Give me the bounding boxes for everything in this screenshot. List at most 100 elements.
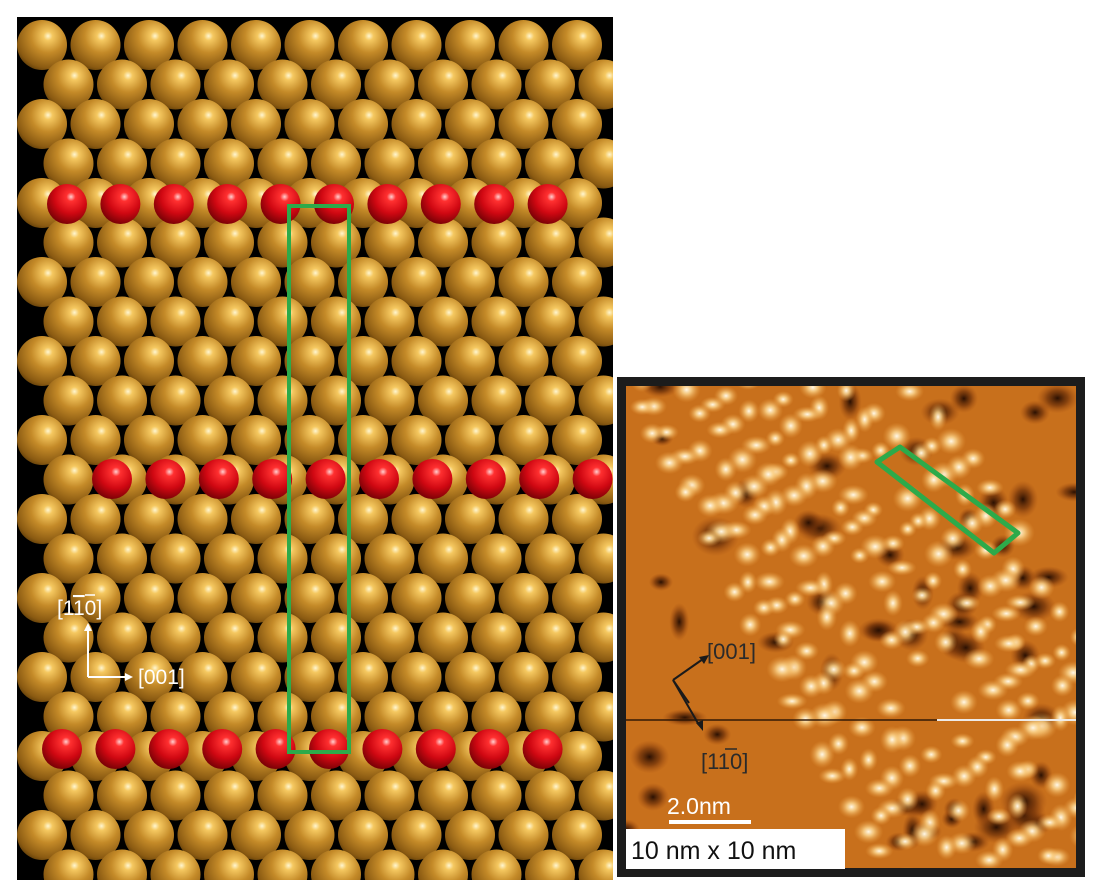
stm-bright-spot	[809, 741, 835, 769]
stm-bright-spot	[1037, 847, 1060, 865]
stm-dark-spot	[1037, 383, 1078, 413]
adatom	[100, 184, 140, 224]
stm-bright-spot	[924, 571, 942, 590]
adatom	[202, 729, 242, 769]
adatom	[421, 184, 461, 224]
stm-bright-spot	[797, 440, 823, 467]
adatom	[528, 184, 568, 224]
stm-bright-spot	[994, 635, 1024, 653]
stm-bright-spot	[838, 795, 865, 818]
stm-bright-spot	[630, 399, 655, 416]
stm-bright-spot	[936, 835, 957, 860]
stm-bright-spot	[655, 451, 684, 474]
stm-bright-spot	[854, 820, 884, 844]
stm-bright-spot	[742, 505, 768, 526]
ball-model-svg: [110] [001]	[17, 17, 613, 880]
stm-bright-spot	[697, 494, 724, 517]
adatom	[573, 459, 613, 499]
stm-bright-spot	[760, 538, 781, 557]
adatom	[523, 729, 563, 769]
adatom	[416, 729, 456, 769]
stm-bright-spot	[675, 482, 697, 502]
stm-bright-spot	[924, 540, 953, 567]
stm-dark-pit	[637, 783, 669, 811]
adatom	[362, 729, 402, 769]
stm-bright-spot	[899, 521, 917, 537]
adatom	[92, 459, 132, 499]
scale-bar-label: 2.0nm	[667, 793, 731, 819]
stm-bright-spot	[975, 850, 1004, 870]
stm-bright-spot	[977, 574, 1003, 598]
stm-bright-spot	[970, 619, 991, 644]
stm-bright-spot	[995, 699, 1022, 722]
stm-bright-spot	[865, 843, 893, 859]
stm-bright-spot	[891, 867, 923, 877]
image-size-label: 10 nm x 10 nm	[631, 837, 796, 865]
stm-bright-spot	[987, 808, 1012, 825]
stm-bright-spot	[640, 423, 665, 443]
stm-bright-spot	[831, 498, 850, 517]
adatom	[469, 729, 509, 769]
stm-bright-spot	[799, 674, 824, 698]
stm-bright-spot	[1029, 576, 1055, 600]
stm-bright-spot	[991, 605, 1021, 622]
stm-axis-label-001: [001]	[707, 639, 756, 664]
adatom	[149, 729, 189, 769]
stm-bright-spot	[817, 603, 838, 631]
stm-bright-spot	[995, 733, 1019, 757]
adatom	[42, 729, 82, 769]
stm-bright-spot	[715, 457, 737, 481]
adatom	[154, 184, 194, 224]
adatom	[474, 184, 514, 224]
stm-bright-spot	[936, 428, 966, 454]
stm-bright-spot	[893, 833, 918, 850]
stm-bright-spot	[883, 590, 903, 616]
stm-bright-spot	[925, 780, 945, 801]
stm-bright-spot	[789, 544, 819, 568]
stm-bright-spot	[953, 595, 980, 611]
adatom	[207, 184, 247, 224]
stm-bright-spot	[865, 779, 894, 798]
stm-bright-spot	[1006, 761, 1034, 782]
stm-bright-spot	[950, 733, 974, 749]
stm-bright-spot	[976, 479, 1004, 496]
stm-bright-spot	[876, 698, 906, 718]
stm-bright-spot	[766, 656, 797, 683]
stm-axis-label-1-10: [110]	[701, 749, 748, 774]
scale-bar	[669, 820, 751, 824]
stm-bright-spot	[895, 382, 924, 402]
stm-bright-spot	[985, 776, 1005, 802]
stm-bright-spot	[734, 542, 761, 567]
stm-bright-spot	[706, 421, 733, 438]
stm-bright-spot	[838, 444, 864, 471]
stm-bright-spot	[950, 690, 978, 715]
stm-dark-spot	[649, 573, 673, 591]
stm-bright-spot	[850, 547, 869, 564]
adatom	[252, 459, 292, 499]
stm-bright-spot	[906, 649, 930, 667]
stm-bright-spot	[964, 648, 995, 669]
axis-label-001: [001]	[138, 666, 185, 689]
ball-model-panel: [110] [001]	[17, 17, 613, 880]
stm-bright-spot	[1024, 616, 1048, 636]
adatom	[95, 729, 135, 769]
stm-bright-spot	[893, 485, 923, 512]
adatom	[306, 459, 346, 499]
adatom	[47, 184, 87, 224]
stm-bright-spot	[837, 380, 856, 402]
adatom	[309, 729, 349, 769]
stm-bright-spot	[929, 403, 947, 431]
adatom	[145, 459, 185, 499]
stm-dark-spot	[950, 384, 978, 413]
stm-bright-spot	[774, 630, 793, 649]
stm-bright-spot	[1043, 772, 1070, 798]
stm-bright-spot	[672, 377, 700, 403]
stm-bright-spot	[953, 559, 972, 579]
axis-label-1-10: [110]	[57, 597, 102, 620]
stm-bright-spot	[879, 630, 904, 650]
adatom	[519, 459, 559, 499]
stm-bright-spot	[868, 571, 896, 593]
stm-bright-spot	[947, 799, 970, 822]
stm-bright-spot	[887, 560, 916, 576]
stm-bright-spot	[799, 377, 827, 399]
